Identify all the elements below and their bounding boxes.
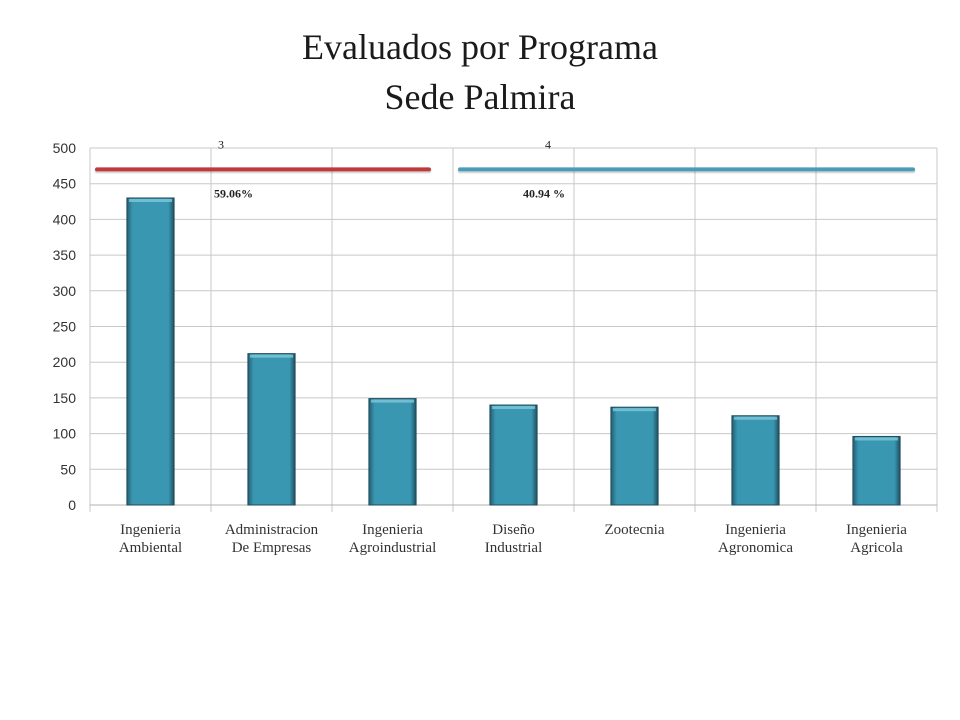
chart-title-line-2: Sede Palmira (384, 77, 576, 117)
bar (368, 398, 417, 506)
bar (852, 435, 901, 506)
bar (489, 404, 538, 506)
y-tick-label: 350 (53, 247, 77, 263)
x-category-label: Agricola (850, 540, 903, 556)
bar-highlight (612, 408, 657, 412)
y-tick-label: 100 (53, 426, 77, 442)
y-tick-label: 400 (53, 211, 77, 227)
x-category-label: Ambiental (119, 540, 182, 556)
annotations: 3 59.06% 4 40.94 % (94, 137, 916, 200)
bar-highlight (128, 198, 173, 202)
y-tick-label: 500 (53, 140, 77, 156)
y-tick-label: 450 (53, 176, 77, 192)
x-category-label: Industrial (485, 540, 543, 556)
y-tick-label: 50 (60, 461, 76, 477)
bar (731, 415, 780, 506)
bars (126, 197, 901, 506)
bar-highlight (491, 406, 536, 410)
bar (126, 197, 175, 506)
y-tick-label: 200 (53, 354, 77, 370)
group-percent-label: 40.94 % (523, 186, 565, 200)
chart-title-line-1: Evaluados por Programa (302, 27, 658, 67)
x-category-label: Ingenieria (846, 522, 907, 538)
grid (89, 147, 938, 512)
y-tick-label: 250 (53, 319, 77, 335)
group-count-label: 3 (218, 137, 224, 151)
x-category-label: Agroindustrial (349, 540, 437, 556)
x-category-label: Ingenieria (362, 522, 423, 538)
bar (610, 406, 659, 506)
axis-labels: 0 50 100 150 200 250 300 350 400 450 500 Ingenieria… (53, 140, 908, 556)
x-category-label: Diseño (492, 522, 535, 538)
x-category-label: Agronomica (718, 540, 793, 556)
bar-highlight (249, 354, 294, 358)
y-tick-label: 0 (68, 497, 76, 513)
x-category-label: De Empresas (232, 540, 312, 556)
x-category-label: Zootecnia (605, 522, 665, 538)
bar (247, 353, 296, 506)
group-count-label: 4 (545, 137, 551, 151)
x-category-label: Ingenieria (120, 522, 181, 538)
group-percent-label: 59.06% (214, 186, 253, 200)
bar-highlight (370, 399, 415, 403)
x-category-label: Ingenieria (725, 522, 786, 538)
x-category-label: Administracion (225, 522, 319, 538)
y-tick-label: 300 (53, 283, 77, 299)
bar-highlight (854, 437, 899, 441)
bar-highlight (733, 416, 778, 420)
y-tick-label: 150 (53, 390, 77, 406)
